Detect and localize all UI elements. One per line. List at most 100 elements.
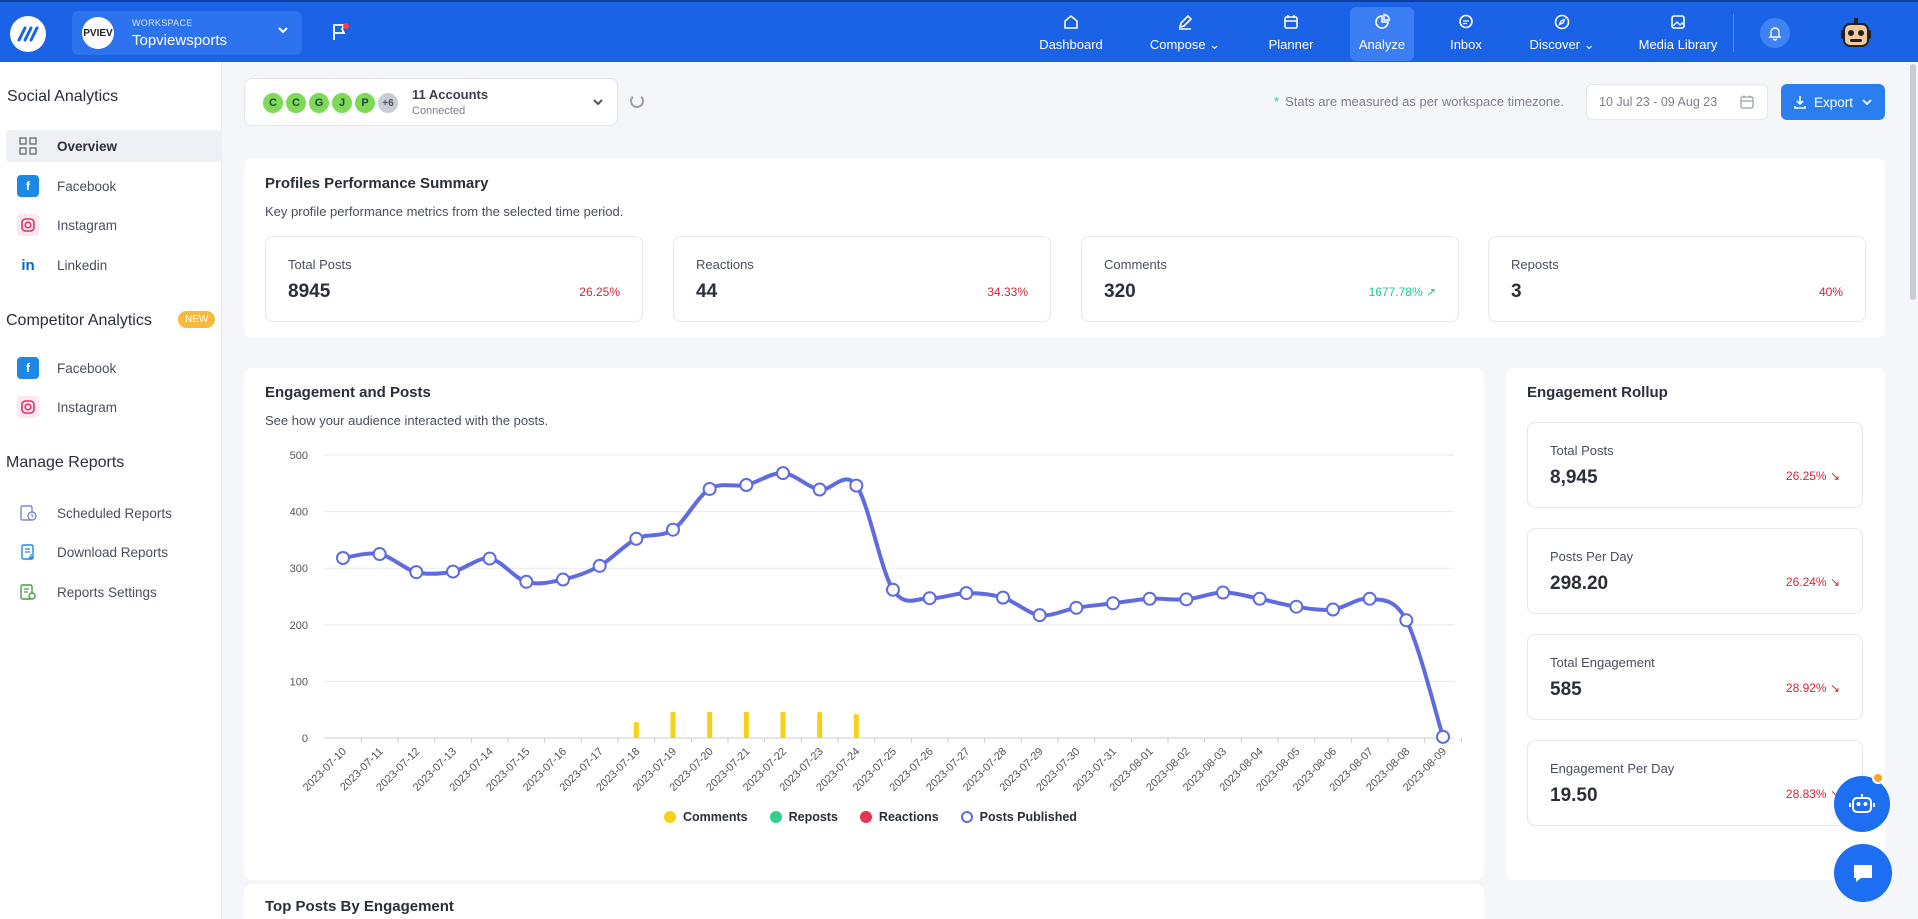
rollup-total-posts: Total Posts 8,945 26.25% ↘ (1527, 422, 1863, 508)
legend-swatch (960, 811, 973, 823)
assistant-bot-button[interactable] (1834, 776, 1890, 832)
metric-label: Reposts (1511, 257, 1559, 272)
metric-change: 26.25% (579, 285, 620, 299)
sidebar-item-download-reports[interactable]: Download Reports (6, 536, 222, 568)
legend-swatch (859, 811, 872, 823)
rollup-engagement-per-day: Engagement Per Day 19.50 28.83% ↘ (1527, 740, 1863, 826)
sidebar-item-scheduled-reports[interactable]: Scheduled Reports (6, 497, 222, 529)
sidebar-item-label: Download Reports (57, 544, 169, 560)
app-logo[interactable] (10, 16, 46, 52)
data-point (959, 586, 974, 601)
bar-comments (633, 722, 639, 738)
legend-label: Reactions (878, 810, 939, 824)
analytics-icon (1375, 13, 1391, 29)
nav-discover[interactable]: Discover ⌄ (1526, 7, 1598, 61)
sidebar-item-competitor-instagram[interactable]: Instagram (6, 391, 222, 423)
workspace-name: Topviewsports (132, 32, 228, 49)
data-point (1399, 613, 1414, 628)
chat-button[interactable] (1834, 844, 1892, 902)
nav-analyze[interactable]: Analyze (1350, 7, 1414, 61)
legend-swatch (664, 811, 676, 823)
data-point (556, 572, 570, 587)
sidebar-item-overview[interactable]: Overview (6, 130, 222, 162)
calendar-icon (1284, 15, 1298, 29)
accounts-selector[interactable]: C C G J P +6 11 Accounts Connected (244, 78, 618, 126)
nav-dashboard[interactable]: Dashboard (1032, 7, 1110, 61)
sidebar-item-linkedin[interactable]: in Linkedin (6, 249, 222, 281)
rollup-posts-per-day: Posts Per Day 298.20 26.24% ↘ (1527, 528, 1863, 614)
facebook-icon: f (17, 175, 39, 197)
rollup-change: 26.25% ↘ (1785, 469, 1840, 483)
chevron-down-icon: ⌄ (1209, 37, 1221, 52)
nav-label: Dashboard (1039, 37, 1103, 52)
summary-subtitle: Key profile performance metrics from the… (265, 204, 624, 219)
sidebar: Social Analytics Overview f Facebook Ins… (0, 62, 222, 919)
metric-value: 44 (696, 281, 718, 302)
data-point (1216, 585, 1230, 600)
rollup-change: 28.92% ↘ (1785, 681, 1840, 695)
nav-inbox[interactable]: Inbox (1448, 7, 1484, 61)
nav-compose[interactable]: Compose ⌄ (1140, 7, 1230, 61)
export-button[interactable]: Export (1781, 84, 1885, 120)
sidebar-item-label: Scheduled Reports (57, 505, 172, 521)
y-tick-label: 500 (290, 450, 308, 462)
legend-label: Comments (683, 810, 748, 824)
chevron-down-icon: ⌄ (1583, 37, 1595, 52)
sidebar-item-competitor-facebook[interactable]: f Facebook (6, 352, 222, 384)
data-point (1326, 602, 1340, 617)
legend-item-reactions[interactable]: Reactions (859, 810, 939, 824)
sidebar-section-title: Social Analytics (7, 88, 119, 105)
metric-change: 34.33% (987, 285, 1028, 299)
top-posts-title: Top Posts By Engagement (265, 898, 454, 915)
sidebar-item-reports-settings[interactable]: Reports Settings (6, 576, 222, 608)
data-point (519, 574, 534, 589)
sidebar-item-facebook[interactable]: f Facebook (6, 170, 222, 202)
data-point (849, 478, 864, 493)
chevron-down-icon (1862, 99, 1872, 106)
accounts-status: Connected (412, 105, 466, 117)
home-icon (1064, 14, 1078, 29)
bar-comments (707, 711, 713, 738)
y-tick-label: 200 (290, 620, 308, 632)
user-avatar[interactable] (1836, 14, 1876, 54)
date-range-picker[interactable]: 10 Jul 23 - 09 Aug 23 (1586, 84, 1768, 120)
summary-title: Profiles Performance Summary (265, 175, 489, 192)
top-navigation-bar: PVIEV WORKSPACE Topviewsports Dashboard … (0, 0, 1918, 62)
page-scrollbar[interactable] (1910, 64, 1916, 300)
sidebar-item-label: Facebook (57, 178, 117, 194)
chart-subtitle: See how your audience interacted with th… (265, 413, 549, 428)
export-label: Export (1813, 94, 1854, 110)
workspace-switcher[interactable]: PVIEV WORKSPACE Topviewsports (72, 11, 302, 55)
grid-icon (17, 135, 39, 157)
data-point (812, 482, 827, 497)
rollup-value: 19.50 (1550, 785, 1598, 806)
account-avatar: G (307, 91, 331, 115)
chart-legend: Comments Reposts Reactions Posts Publish… (664, 810, 1077, 824)
sidebar-item-label: Instagram (57, 399, 118, 415)
sidebar-section-title: Manage Reports (6, 454, 125, 471)
flag-icon[interactable] (330, 22, 350, 47)
nav-media-library[interactable]: Media Library (1638, 7, 1718, 61)
legend-item-comments[interactable]: Comments (664, 810, 748, 824)
sidebar-item-instagram[interactable]: Instagram (6, 209, 222, 241)
legend-item-posts-published[interactable]: Posts Published (960, 810, 1077, 824)
metric-label: Comments (1104, 257, 1167, 272)
data-point (629, 531, 644, 546)
chevron-down-icon (591, 95, 605, 114)
rollup-value: 8,945 (1550, 467, 1598, 488)
data-point (1436, 729, 1450, 744)
timezone-note: * Stats are measured as per workspace tim… (1274, 94, 1564, 109)
account-avatar: J (330, 91, 354, 115)
legend-item-reposts[interactable]: Reposts (769, 810, 838, 824)
bell-icon[interactable] (1760, 18, 1790, 48)
nav-label: Discover ⌄ (1529, 37, 1595, 52)
sidebar-item-label: Facebook (57, 360, 117, 376)
scheduled-report-icon (17, 502, 39, 524)
data-point (996, 590, 1010, 605)
data-point (372, 547, 387, 562)
nav-planner[interactable]: Planner (1260, 7, 1322, 61)
notification-dot (1872, 772, 1884, 784)
sidebar-item-label: Linkedin (57, 257, 108, 273)
asterisk-icon: * (1274, 94, 1280, 109)
rollup-total-engagement: Total Engagement 585 28.92% ↘ (1527, 634, 1863, 720)
